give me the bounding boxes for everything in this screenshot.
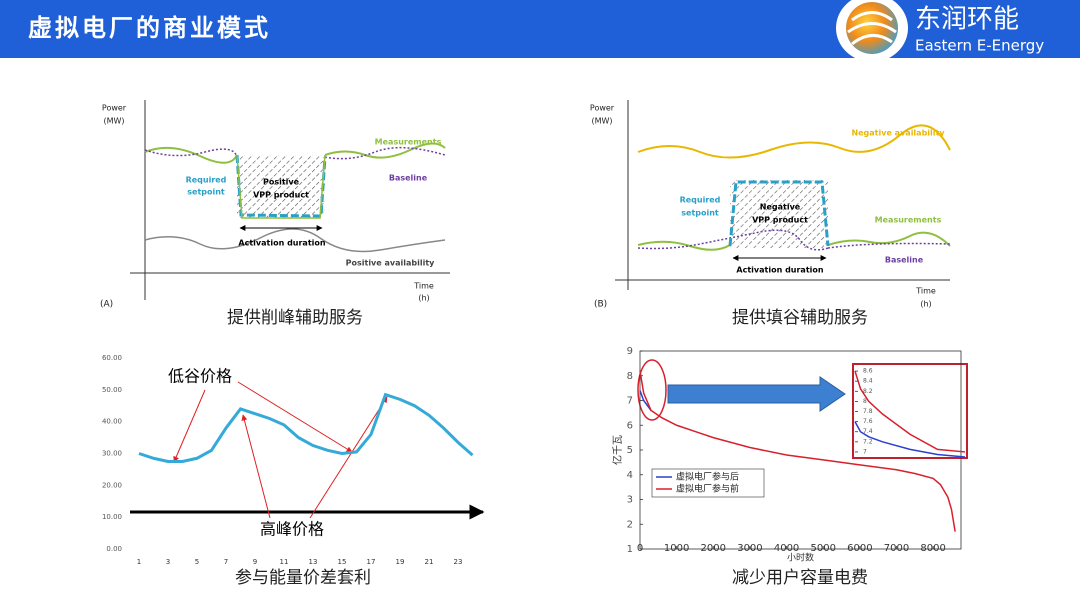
y-tick-label: 7 xyxy=(863,448,867,455)
x-tick-label: 3 xyxy=(166,558,170,566)
y-tick-label: 5 xyxy=(627,445,633,456)
y-axis-label: (MW) xyxy=(103,117,124,126)
y-tick-label: 7.6 xyxy=(863,418,873,425)
y-tick-label: 7.2 xyxy=(863,438,873,445)
y-tick-label: 6 xyxy=(627,420,633,431)
y-tick-label: 7.4 xyxy=(863,428,873,435)
diagram-label: Activation duration xyxy=(238,239,325,248)
x-tick-label: 17 xyxy=(367,558,376,566)
y-tick-label: 8.6 xyxy=(863,368,873,375)
y-tick-label: 8 xyxy=(863,398,867,405)
y-tick-label: 8.2 xyxy=(863,388,873,395)
x-tick-label: 23 xyxy=(454,558,463,566)
series-line xyxy=(138,392,474,463)
vpp-product xyxy=(237,155,325,218)
availability-curve xyxy=(637,124,951,159)
diagram-label: Positive availability xyxy=(346,259,436,268)
x-tick-label: 9 xyxy=(253,558,257,566)
x-tick-label: 11 xyxy=(280,558,289,566)
x-axis-title: 小时数 xyxy=(787,552,814,564)
x-axis-label: (h) xyxy=(418,294,429,303)
diagram-a xyxy=(130,100,450,300)
diagram-label: setpoint xyxy=(187,188,225,197)
y-tick-label: 60.00 xyxy=(102,354,122,362)
x-tick-label: 19 xyxy=(396,558,405,566)
y-tick-label: 50.00 xyxy=(102,386,122,394)
logo-en: Eastern E-Energy xyxy=(915,37,1044,55)
series-line xyxy=(854,421,966,458)
diagram-label: Required xyxy=(186,176,227,185)
series-line xyxy=(639,370,956,532)
x-tick-label: 13 xyxy=(309,558,318,566)
baseline-curve xyxy=(637,229,951,251)
diagram-b xyxy=(615,100,951,290)
vpp-product xyxy=(730,180,828,248)
x-axis-label: Time xyxy=(413,282,434,291)
caption: 减少用户容量电费 xyxy=(732,568,868,588)
y-axis-title: 亿千瓦 xyxy=(611,435,624,465)
diagram-label: Negative xyxy=(760,203,801,212)
annotation: 高峰价格 xyxy=(260,520,324,539)
legend-label: 虚拟电厂参与后 xyxy=(676,471,739,483)
diagram-label: Measurements xyxy=(375,138,442,147)
diagram-label: Baseline xyxy=(885,256,924,265)
inset-frame xyxy=(852,363,968,459)
logo-cn: 东润环能 xyxy=(915,5,1019,35)
x-tick-label: 15 xyxy=(338,558,347,566)
y-axis-label: Power xyxy=(102,104,127,113)
annotation: 低谷价格 xyxy=(168,367,232,386)
y-tick-label: 10.00 xyxy=(102,513,122,521)
caption: 提供削峰辅助服务 xyxy=(227,308,363,328)
y-axis-label: Power xyxy=(590,104,615,113)
y-tick-label: 20.00 xyxy=(102,481,122,489)
annotation-arrows xyxy=(173,381,388,519)
measurement-curve xyxy=(144,142,446,164)
logo-icon-stripes xyxy=(847,11,897,46)
y-tick-label: 30.00 xyxy=(102,450,122,458)
y-tick-label: 7.8 xyxy=(863,408,873,415)
measurement-curve xyxy=(236,154,326,219)
panel-label: (A) xyxy=(100,300,113,310)
panel-label: (B) xyxy=(594,300,607,310)
y-tick-label: 1 xyxy=(627,544,633,555)
diagram-label: Measurements xyxy=(875,216,942,225)
y-tick-label: 3 xyxy=(627,495,633,506)
y-tick-label: 9 xyxy=(627,346,633,357)
x-tick-label: 1 xyxy=(137,558,141,566)
slide-title: 虚拟电厂的商业模式 xyxy=(28,14,271,42)
y-tick-label: 4 xyxy=(627,470,633,481)
setpoint-curve xyxy=(728,180,830,247)
zoom-arrow xyxy=(667,376,846,412)
caption: 提供填谷辅助服务 xyxy=(732,308,868,328)
y-tick-label: 7 xyxy=(627,396,633,407)
x-tick-label: 7 xyxy=(224,558,228,566)
legend-box xyxy=(651,468,765,498)
diagram-label: Positive xyxy=(263,178,300,187)
series-line xyxy=(854,370,966,453)
diagram-label: Activation duration xyxy=(736,266,823,275)
diagram-label: VPP product xyxy=(253,191,309,200)
y-tick-label: 40.00 xyxy=(102,418,122,426)
baseline-curve xyxy=(144,146,446,160)
x-tick-label: 5 xyxy=(195,558,199,566)
legend-label: 虚拟电厂参与前 xyxy=(676,483,739,495)
diagram-label: VPP product xyxy=(752,216,808,225)
y-axis-label: (MW) xyxy=(591,117,612,126)
y-tick-label: 8 xyxy=(627,371,633,382)
y-tick-label: 0.00 xyxy=(106,545,122,553)
y-tick-label: 2 xyxy=(627,519,633,530)
highlight-ellipse xyxy=(637,359,667,421)
diagram-label: Baseline xyxy=(389,174,428,183)
y-tick-label: 8.4 xyxy=(863,378,873,385)
x-tick-label: 21 xyxy=(425,558,434,566)
diagram-label: setpoint xyxy=(681,209,719,218)
x-axis-label: Time xyxy=(915,287,936,296)
caption: 参与能量价差套利 xyxy=(235,568,371,588)
diagram-label: Required xyxy=(680,196,721,205)
diagram-label: Negative availability xyxy=(851,129,945,138)
x-axis-label: (h) xyxy=(920,300,931,309)
